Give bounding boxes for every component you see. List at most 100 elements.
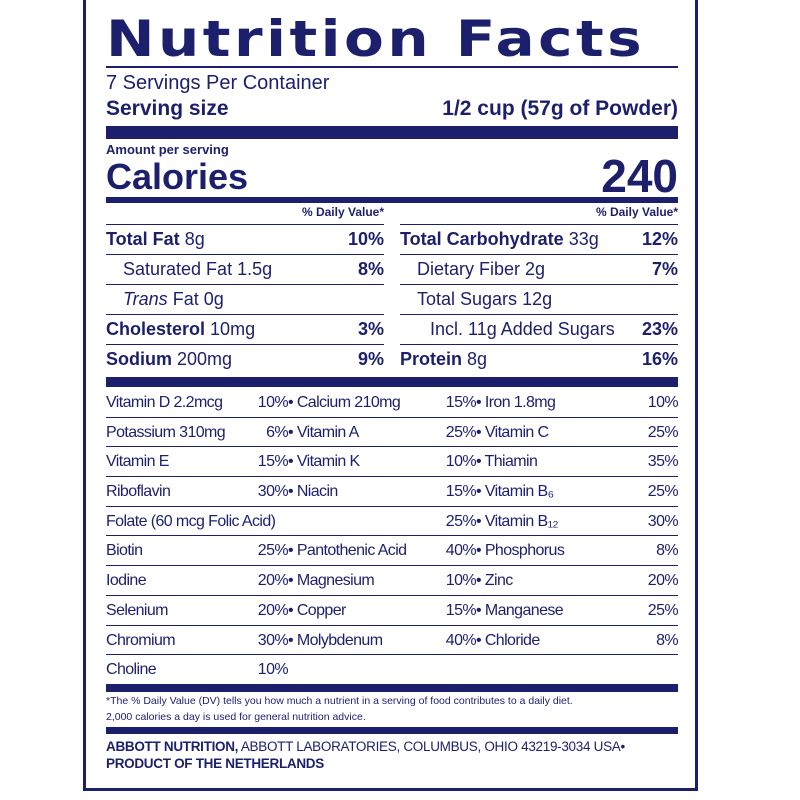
micronutrient-dv: 30% xyxy=(257,631,289,649)
footnote-line: 2,000 calories a day is used for general… xyxy=(106,711,366,723)
micronutrient-dv: 8% xyxy=(656,631,679,649)
micronutrient-row: Iodine 20% • Magnesium 10% • Zinc 20% xyxy=(106,566,679,596)
nutrient-amount: 33g xyxy=(568,229,599,249)
micronutrient-name: Selenium xyxy=(106,601,169,619)
manufacturer-address: ABBOTT LABORATORIES, COLUMBUS, OHIO 4321… xyxy=(238,739,625,754)
footnote: *The % Daily Value (DV) tells you how mu… xyxy=(106,693,678,725)
serving-size-value: 1/2 cup (57g of Powder) xyxy=(442,97,678,120)
dv-header: % Daily Value* xyxy=(400,203,678,225)
nutrient-row: Dietary Fiber 2g 7% xyxy=(400,255,678,285)
macronutrients: % Daily Value* Total Fat 8g 10% Saturated F… xyxy=(106,203,678,375)
nutrient-dv: 10% xyxy=(347,229,384,249)
nutrient-label: Cholesterol xyxy=(106,319,206,339)
micronutrient-name: • Chloride xyxy=(476,631,540,649)
micronutrient-dv: 30% xyxy=(647,512,679,530)
nutrition-facts-label: Nutrition Facts 7 Servings Per Container… xyxy=(83,0,698,791)
calories-label: Calories xyxy=(106,156,249,197)
micronutrient-row: Vitamin E 15% • Vitamin K 10% • Thiamin 35% xyxy=(106,447,679,478)
nutrient-name: Dietary Fiber 2g xyxy=(400,255,545,284)
micronutrient-row: Choline 10% xyxy=(106,655,678,685)
micronutrient-row: Selenium 20% • Copper 15% • Manganese 25% xyxy=(106,596,679,626)
serving-size: Serving size 1/2 cup (57g of Powder) xyxy=(106,97,678,121)
nutrient-row: Trans Fat 0g xyxy=(106,285,384,315)
nutrient-amount: Fat 0g xyxy=(172,289,224,309)
micronutrient-dv: 10% xyxy=(445,453,477,471)
nutrient-label: Total Fat xyxy=(106,229,180,249)
left-column: % Daily Value* Total Fat 8g 10% Saturated F… xyxy=(106,203,384,375)
nutrient-dv: 9% xyxy=(357,349,384,369)
micronutrient-name: • Magnesium xyxy=(288,572,375,590)
micronutrients: Vitamin D 2.2mcg 10% • Calcium 210mg 15% • I… xyxy=(106,388,679,685)
micronutrient-dv: 8% xyxy=(656,542,679,560)
nutrient-label: Incl. 11g Added Sugars xyxy=(430,319,615,339)
micronutrient-name: • Vitamin A xyxy=(288,423,359,441)
nutrient-label: Sodium xyxy=(106,349,172,369)
servings-per-container: 7 Servings Per Container xyxy=(106,72,330,94)
right-column: % Daily Value* Total Carbohydrate 33g 12% D… xyxy=(400,203,678,375)
micronutrient-name: Riboflavin xyxy=(106,483,171,501)
label-title: Nutrition Facts xyxy=(106,10,646,68)
micronutrient-name: Chromium xyxy=(106,631,176,649)
nutrient-label: Saturated Fat xyxy=(123,259,233,279)
nutrient-dv: 12% xyxy=(641,229,678,249)
thick-divider xyxy=(106,126,678,139)
nutrient-name: Sodium 200mg xyxy=(106,345,232,375)
micronutrient-dv: 10% xyxy=(445,572,477,590)
divider xyxy=(106,66,678,68)
serving-size-label: Serving size xyxy=(106,97,229,120)
micronutrient-name: • Thiamin xyxy=(476,453,538,471)
micronutrient-name: • Niacin xyxy=(288,483,338,501)
nutrient-dv: 23% xyxy=(641,319,678,339)
nutrient-dv: 16% xyxy=(641,349,678,369)
micronutrient-dv: 25% xyxy=(647,483,679,501)
micronutrient-dv: 10% xyxy=(257,394,289,411)
micronutrient-name: Vitamin D 2.2mcg xyxy=(106,394,223,411)
micronutrient-dv: 15% xyxy=(257,453,289,471)
micronutrient-dv: 40% xyxy=(445,631,477,649)
micronutrient-row: Riboflavin 30% • Niacin 15% • Vitamin B₆ 25% xyxy=(106,477,679,507)
nutrient-amount: 12g xyxy=(522,289,553,309)
micronutrient-name xyxy=(288,655,433,685)
micronutrient-row: Vitamin D 2.2mcg 10% • Calcium 210mg 15% • I… xyxy=(106,388,679,418)
micronutrient-dv: 30% xyxy=(257,483,289,501)
footnote-line: *The % Daily Value (DV) tells you how mu… xyxy=(106,695,573,707)
micronutrient-dv: 40% xyxy=(445,542,477,560)
nutrient-name: Saturated Fat 1.5g xyxy=(106,255,272,284)
micronutrient-name: • Phosphorus xyxy=(476,542,565,560)
nutrient-label: Total Carbohydrate xyxy=(400,229,564,249)
thick-divider xyxy=(106,727,678,734)
nutrient-label: Total Sugars xyxy=(417,289,518,309)
micronutrient-dv: 20% xyxy=(257,572,289,590)
micronutrient-row: Chromium 30% • Molybdenum 40% • Chloride 8% xyxy=(106,626,679,656)
micronutrient-name: • Vitamin C xyxy=(476,423,549,441)
micronutrient-name: Folate (60 mcg Folic Acid) xyxy=(106,512,276,530)
micronutrient-dv: 20% xyxy=(257,601,289,619)
nutrient-name: Cholesterol 10mg xyxy=(106,315,255,344)
nutrient-row: Protein 8g 16% xyxy=(400,345,678,375)
amount-per-serving: Amount per serving xyxy=(106,142,229,157)
calories: Calories 240 xyxy=(106,153,678,199)
micronutrient-dv: 10% xyxy=(257,661,289,679)
nutrient-row: Cholesterol 10mg 3% xyxy=(106,315,384,345)
nutrient-label: Dietary Fiber xyxy=(417,259,521,279)
nutrient-amount: 8g xyxy=(184,229,205,249)
micronutrient-name: • Iron 1.8mg xyxy=(476,394,556,411)
micronutrient-name: Choline xyxy=(106,661,157,679)
thick-divider xyxy=(106,684,678,692)
nutrient-row: Total Carbohydrate 33g 12% xyxy=(400,225,678,255)
micronutrient-dv: 25% xyxy=(257,542,289,560)
micronutrient-name: Iodine xyxy=(106,572,147,590)
country-of-origin: PRODUCT OF THE NETHERLANDS xyxy=(106,756,324,771)
micronutrient-name: • Calcium 210mg xyxy=(288,394,401,411)
nutrient-name: Protein 8g xyxy=(400,345,487,375)
micronutrient-name: • Pantothenic Acid xyxy=(288,542,407,560)
nutrient-name: Total Carbohydrate 33g xyxy=(400,225,599,254)
micronutrient-name: Potassium 310mg xyxy=(106,423,226,441)
medium-divider xyxy=(106,197,678,203)
micronutrient-name: • Vitamin B₁₂ xyxy=(476,512,559,530)
micronutrient-row: Biotin 25% • Pantothenic Acid 40% • Phosphor… xyxy=(106,536,679,567)
nutrient-row: Incl. 11g Added Sugars 23% xyxy=(400,315,678,345)
micronutrient-name: • Vitamin K xyxy=(288,453,360,471)
nutrient-label: Protein xyxy=(400,349,463,369)
micronutrient-dv: 6% xyxy=(266,423,289,441)
